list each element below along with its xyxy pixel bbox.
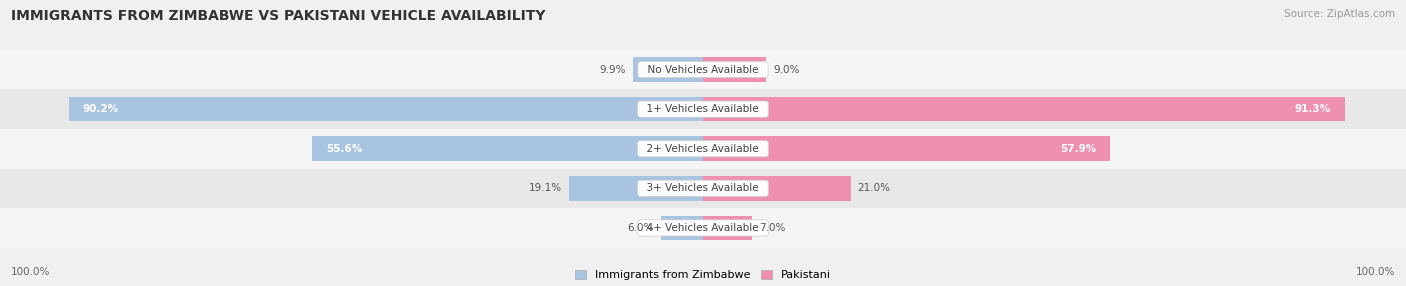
Bar: [703, 216, 752, 240]
Bar: [568, 176, 703, 200]
Text: 100.0%: 100.0%: [1355, 267, 1395, 277]
Bar: [703, 136, 1111, 161]
Bar: [0, 208, 1406, 248]
Text: 4+ Vehicles Available: 4+ Vehicles Available: [641, 223, 765, 233]
Bar: [703, 57, 766, 82]
Bar: [661, 216, 703, 240]
Text: 9.9%: 9.9%: [600, 65, 627, 75]
Bar: [0, 129, 1406, 168]
Bar: [312, 136, 703, 161]
Text: 2+ Vehicles Available: 2+ Vehicles Available: [641, 144, 765, 154]
Text: Source: ZipAtlas.com: Source: ZipAtlas.com: [1284, 9, 1395, 19]
Text: IMMIGRANTS FROM ZIMBABWE VS PAKISTANI VEHICLE AVAILABILITY: IMMIGRANTS FROM ZIMBABWE VS PAKISTANI VE…: [11, 9, 546, 23]
Bar: [703, 97, 1344, 121]
Text: 19.1%: 19.1%: [529, 183, 562, 193]
Bar: [69, 97, 703, 121]
Text: 21.0%: 21.0%: [858, 183, 890, 193]
Bar: [633, 57, 703, 82]
Text: 57.9%: 57.9%: [1060, 144, 1097, 154]
Text: No Vehicles Available: No Vehicles Available: [641, 65, 765, 75]
Text: 100.0%: 100.0%: [11, 267, 51, 277]
Text: 55.6%: 55.6%: [326, 144, 363, 154]
Text: 7.0%: 7.0%: [759, 223, 786, 233]
Text: 1+ Vehicles Available: 1+ Vehicles Available: [641, 104, 765, 114]
Text: 90.2%: 90.2%: [83, 104, 120, 114]
Bar: [703, 176, 851, 200]
Legend: Immigrants from Zimbabwe, Pakistani: Immigrants from Zimbabwe, Pakistani: [575, 270, 831, 281]
Text: 6.0%: 6.0%: [627, 223, 654, 233]
Text: 91.3%: 91.3%: [1295, 104, 1330, 114]
Text: 3+ Vehicles Available: 3+ Vehicles Available: [641, 183, 765, 193]
Bar: [0, 168, 1406, 208]
Bar: [0, 50, 1406, 89]
Bar: [0, 89, 1406, 129]
Text: 9.0%: 9.0%: [773, 65, 800, 75]
